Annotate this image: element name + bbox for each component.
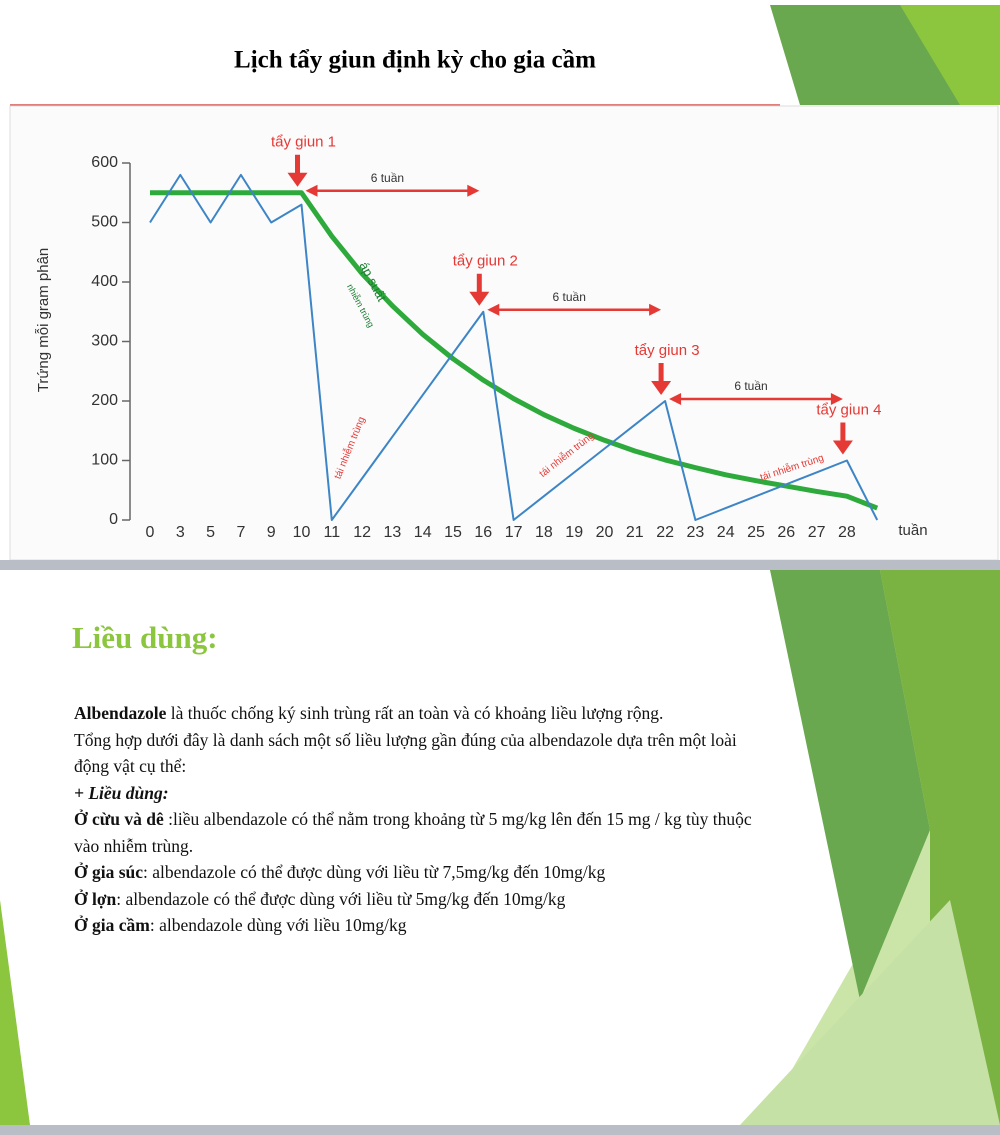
y-tick-label: 100 <box>91 452 118 469</box>
x-tick-label: 24 <box>717 524 735 541</box>
bold-text: Ở gia cầm <box>74 915 150 935</box>
x-axis-label: tuần <box>898 522 927 539</box>
bold-italic-text: + Liều dùng: <box>74 782 169 803</box>
interval-arrow-head <box>669 393 682 405</box>
text: Tổng hợp dưới đây là danh sách một số li… <box>74 729 737 777</box>
x-tick-label: 9 <box>267 524 276 541</box>
dose-label: tẩy giun 2 <box>453 253 518 270</box>
interval-label: 6 tuần <box>371 171 404 185</box>
y-tick-label: 600 <box>91 154 118 171</box>
interval-label: 6 tuần <box>553 290 586 304</box>
slide-title: Lịch tẩy giun định kỳ cho gia cầm <box>234 47 596 74</box>
decoration <box>770 570 930 1000</box>
paragraph: Ở cừu và dê :liều albendazole có thể nằm… <box>74 806 764 859</box>
y-tick-label: 200 <box>91 392 118 409</box>
dose-label: tẩy giun 4 <box>816 401 881 418</box>
y-tick-label: 300 <box>91 333 118 350</box>
document-body: Albendazole là thuốc chống ký sinh trùng… <box>74 700 764 939</box>
x-tick-label: 5 <box>206 524 215 541</box>
x-tick-label: 3 <box>176 524 185 541</box>
chart-panel <box>9 105 999 561</box>
paragraph: Ở gia cầm: albendazole dùng với liều 10m… <box>74 912 764 939</box>
decoration <box>0 900 30 1125</box>
paragraph: Ở gia súc: albendazole có thể được dùng … <box>74 859 764 886</box>
text: : albendazole có thể được dùng với liều … <box>116 888 566 909</box>
x-tick-label: 27 <box>808 524 826 541</box>
x-tick-label: 21 <box>626 524 644 541</box>
interval-arrow-head <box>467 184 480 197</box>
decoration <box>900 5 1000 105</box>
interval-arrow-head <box>830 393 843 405</box>
x-tick-label: 11 <box>323 524 340 541</box>
series-line <box>149 173 879 521</box>
x-tick-label: 28 <box>838 524 856 541</box>
x-tick-label: 0 <box>146 524 155 541</box>
interval-arrow-head <box>305 184 318 197</box>
bold-text: Ở lợn <box>74 888 117 909</box>
text: : albendazole dùng với liều 10mg/kg <box>149 915 407 935</box>
x-tick-label: 16 <box>474 524 492 541</box>
series-line <box>150 190 879 511</box>
x-tick-label: 25 <box>747 524 765 541</box>
y-tick-label: 0 <box>109 511 118 528</box>
dose-label: tẩy giun 1 <box>271 134 336 151</box>
x-tick-label: 23 <box>687 524 705 541</box>
x-tick-label: 26 <box>777 524 795 541</box>
bold-text: Albendazole <box>74 703 167 723</box>
interval-arrow-head <box>649 303 662 316</box>
dose-arrow-head <box>651 381 672 395</box>
decoration <box>880 570 1000 1125</box>
bottom-border <box>0 1125 1000 1135</box>
x-tick-label: 13 <box>384 524 402 541</box>
dose-arrow-head <box>832 440 853 455</box>
bold-text: Ở cừu và dê <box>74 809 164 829</box>
text: là thuốc chống ký sinh trùng rất an toàn… <box>166 703 664 723</box>
x-tick-label: 17 <box>505 524 523 541</box>
paragraph: Tổng hợp dưới đây là danh sách một số li… <box>74 727 764 780</box>
y-tick-label: 500 <box>91 214 118 231</box>
dose-arrow-head <box>469 291 490 306</box>
dose-label: tẩy giun 3 <box>635 342 700 359</box>
x-tick-label: 15 <box>444 524 462 541</box>
decoration <box>740 900 1000 1125</box>
x-tick-label: 12 <box>353 524 371 541</box>
bold-text: Ở gia súc <box>74 862 144 882</box>
paragraph: + Liều dùng: <box>74 780 764 807</box>
text: :liều albendazole có thể nằm trong khoản… <box>74 809 752 856</box>
x-tick-label: 14 <box>414 524 432 541</box>
x-tick-label: 10 <box>293 524 311 541</box>
x-tick-label: 19 <box>565 524 583 541</box>
paragraph: Ở lợn: albendazole có thể được dùng với … <box>74 886 764 913</box>
interval-arrow-head <box>487 303 500 316</box>
x-tick-label: 22 <box>656 524 674 541</box>
x-tick-label: 18 <box>535 524 553 541</box>
paragraph: Albendazole là thuốc chống ký sinh trùng… <box>74 700 764 727</box>
interval-label: 6 tuần <box>734 379 767 393</box>
x-tick-label: 7 <box>236 524 245 541</box>
separator <box>0 560 1000 570</box>
y-tick-label: 400 <box>91 273 118 290</box>
y-axis-label: Trứng mỗi gram phân <box>35 248 52 393</box>
dose-arrow-head <box>287 172 308 187</box>
heading: Liều dùng: <box>72 620 218 655</box>
x-tick-label: 20 <box>596 524 614 541</box>
text: : albendazole có thể được dùng với liều … <box>143 862 606 882</box>
